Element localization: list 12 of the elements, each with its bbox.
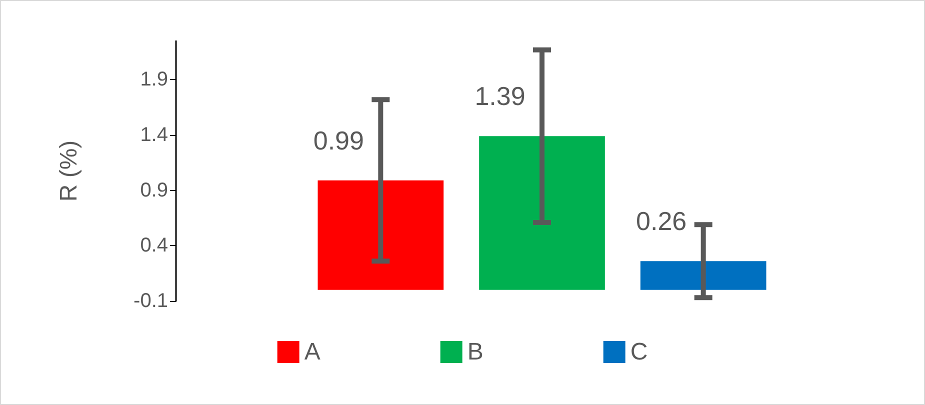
legend-label: A: [304, 338, 320, 366]
data-label: 1.39: [474, 81, 526, 112]
y-tick-label: 1.4: [140, 124, 168, 146]
y-tick-label: 0.4: [140, 234, 168, 257]
y-tick-label: -0.1: [134, 290, 168, 312]
legend-label: C: [630, 338, 648, 366]
y-tick-label: 0.9: [140, 179, 168, 202]
legend-label: B: [467, 338, 484, 366]
y-axis-title: R (%): [56, 140, 82, 202]
y-tick-label: 1.9: [140, 68, 168, 91]
data-label: 0.99: [313, 125, 364, 156]
data-label: 0.26: [636, 206, 687, 236]
